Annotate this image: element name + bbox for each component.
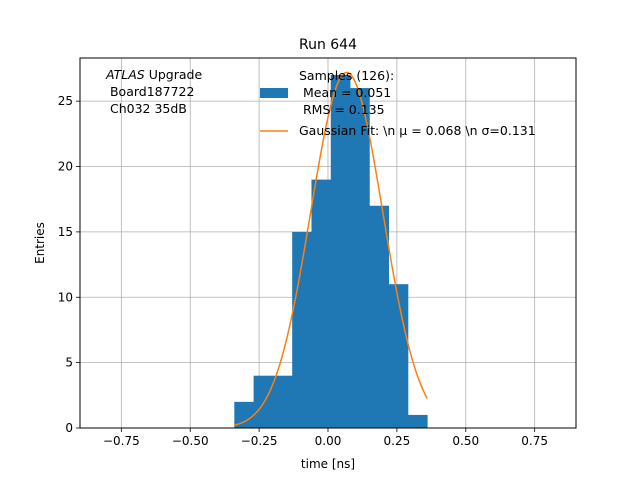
legend-mean-line: Mean = 0.051 (299, 85, 391, 100)
atlas-annotation: ATLAS Upgrade Board187722 Ch032 35dB (105, 67, 202, 116)
x-tick-label: −0.75 (103, 434, 140, 448)
annotation-line-2: Board187722 (106, 84, 194, 99)
y-tick-label: 10 (58, 290, 73, 304)
x-tick-label: 0.50 (452, 434, 479, 448)
x-ticks: −0.75 −0.50 −0.25 0.00 0.25 0.50 0.75 (103, 428, 548, 448)
histogram-bar (369, 205, 390, 428)
legend-samples-line: Samples (126): (299, 68, 394, 83)
gaussian-fit-line (234, 71, 428, 426)
histogram-bar (388, 284, 409, 428)
legend-fit-label: Gaussian Fit: \n μ = 0.068 \n σ=0.131 (299, 123, 536, 138)
histogram-bars (234, 74, 428, 429)
y-ticks: 0 5 10 15 20 25 (58, 94, 80, 435)
legend-histogram-swatch (260, 88, 288, 98)
x-tick-label: 0.25 (384, 434, 411, 448)
histogram-bar (350, 88, 370, 428)
histogram-bar (407, 414, 428, 428)
y-tick-label: 20 (58, 160, 73, 174)
histogram-bar (234, 401, 254, 428)
histogram-bar (272, 375, 293, 428)
annotation-line-3: Ch032 35dB (106, 101, 187, 116)
y-tick-label: 5 (65, 356, 73, 370)
y-axis-label: Entries (33, 222, 47, 264)
x-axis-label: time [ns] (301, 457, 355, 471)
x-tick-label: 0.75 (521, 434, 548, 448)
legend-rms-line: RMS = 0.135 (299, 102, 385, 117)
x-tick-label: 0.00 (315, 434, 342, 448)
histogram-bar (311, 179, 332, 428)
y-tick-label: 15 (58, 225, 73, 239)
x-tick-label: −0.25 (241, 434, 278, 448)
x-tick-label: −0.50 (172, 434, 209, 448)
annotation-line-1: ATLAS Upgrade (105, 67, 202, 82)
histogram-bar (292, 231, 312, 428)
legend: Samples (126): Mean = 0.051 RMS = 0.135 … (260, 68, 536, 138)
histogram-bar (330, 74, 351, 429)
chart-title: Run 644 (299, 37, 357, 53)
y-tick-label: 25 (58, 94, 73, 108)
y-tick-label: 0 (65, 421, 73, 435)
